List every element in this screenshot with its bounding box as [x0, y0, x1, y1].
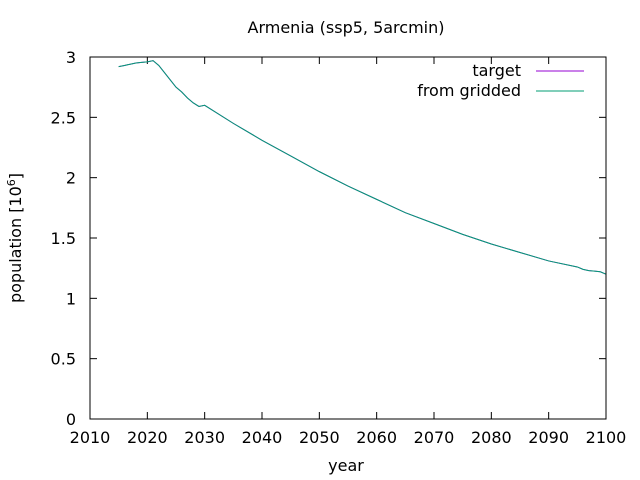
- y-axis-label-close: ]: [6, 173, 25, 179]
- legend-label: from gridded: [417, 81, 521, 100]
- y-axis-label-exponent: 6: [5, 179, 18, 186]
- series-line-2: [118, 60, 607, 275]
- x-tick-label: 2040: [242, 428, 283, 447]
- axis-ticks: 2010 2020 2030 2040 2050 2060 2070 2080 2090 2100…: [51, 48, 627, 447]
- x-axis-label: year: [328, 456, 364, 475]
- chart-title: Armenia (ssp5, 5arcmin): [248, 18, 445, 37]
- y-tick-label: 0.5: [51, 350, 76, 369]
- x-tick-label: 2080: [471, 428, 512, 447]
- x-tick-label: 2050: [299, 428, 340, 447]
- y-tick-label: 0: [66, 410, 76, 429]
- x-tick-label: 2030: [184, 428, 225, 447]
- series-line-1: [118, 60, 607, 275]
- x-tick-label: 2020: [127, 428, 168, 447]
- x-tick-label: 2070: [414, 428, 455, 447]
- y-tick-label: 2: [66, 169, 76, 188]
- y-tick-label: 1.5: [51, 229, 76, 248]
- y-axis-label-text: population [10: [6, 186, 25, 303]
- y-tick-label: 1: [66, 289, 76, 308]
- series-group: [118, 60, 607, 275]
- x-tick-label: 2100: [586, 428, 627, 447]
- y-tick-label: 2.5: [51, 108, 76, 127]
- plot-frame: [89, 56, 607, 420]
- x-tick-label: 2060: [356, 428, 397, 447]
- legend-label: target: [472, 61, 521, 80]
- x-tick-label: 2090: [528, 428, 569, 447]
- x-tick-label: 2010: [70, 428, 111, 447]
- y-tick-label: 3: [66, 48, 76, 67]
- y-axis-label: population [106]: [5, 173, 25, 303]
